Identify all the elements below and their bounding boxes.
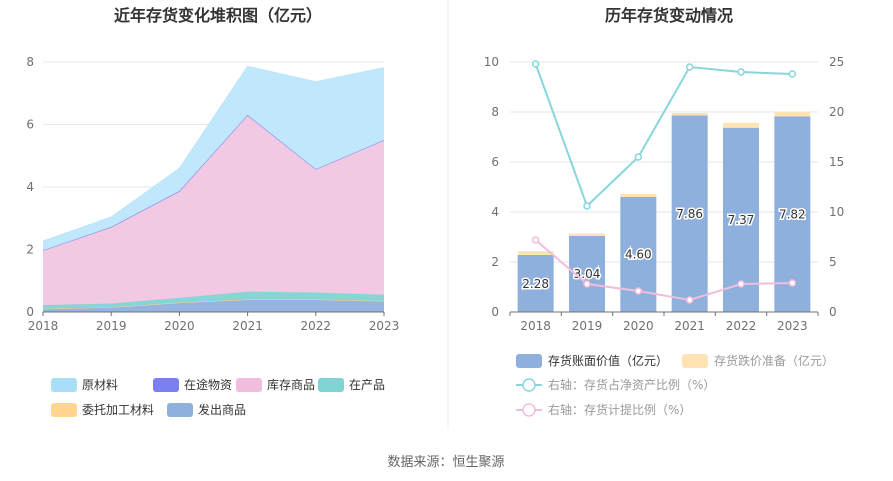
bar-value-label: 7.86	[676, 207, 703, 221]
right-legend-swatch	[516, 354, 542, 368]
area-edge-在产品	[42, 291, 385, 306]
left-legend-label: 在产品	[349, 378, 385, 392]
right-y-tick-label: 2	[491, 255, 499, 269]
right-y2-tick-label: 25	[829, 55, 844, 69]
right-x-tick-label: 2022	[726, 319, 757, 333]
left-legend-swatch	[318, 378, 344, 392]
right-y-tick-label: 4	[491, 205, 499, 219]
bar-value-label: 7.82	[779, 207, 806, 221]
left-legend-label: 发出商品	[198, 402, 246, 417]
area-库存商品	[43, 115, 384, 306]
area-edge-在途物资	[42, 114, 385, 251]
inventory-change-bar-line-chart: 历年存货变动情况 2.28 3.04 4.60 7.86 7.37 7.82 0 2 4 6 8 1…	[484, 6, 845, 417]
bar-impairment	[620, 194, 657, 197]
bar-impairment	[774, 111, 811, 117]
bar-book-value	[671, 115, 708, 312]
line-point	[788, 70, 797, 78]
right-x-tick-label: 2018	[520, 319, 551, 333]
area-发出商品	[43, 299, 384, 312]
right-y-tick-label: 0	[491, 305, 499, 319]
area-原材料	[43, 66, 384, 251]
left-x-tick-label: 2018	[28, 319, 59, 333]
bar-value-label: 2.28	[522, 277, 549, 291]
bar-impairment	[569, 233, 605, 236]
right-y-tick-label: 8	[491, 105, 499, 119]
line-point	[634, 153, 643, 161]
left-legend-label: 原材料	[82, 378, 118, 392]
right-bars: 2.28 3.04 4.60 7.86 7.37 7.82	[517, 111, 811, 312]
left-legend-swatch	[236, 378, 262, 392]
right-grid	[510, 61, 818, 263]
right-axes: 0 2 4 6 8 10 0 5 10 15 20 25 2018 2019 2020 2021 2022 202…	[484, 55, 845, 333]
line-provision-ratio	[535, 239, 793, 302]
right-x-tick-label: 2019	[572, 319, 603, 333]
left-legend-label: 委托加工材料	[82, 403, 154, 417]
right-legend-label: 存货跌价准备（亿元）	[714, 353, 834, 368]
bar-impairment	[671, 113, 708, 116]
right-lines	[531, 60, 797, 304]
line-point	[737, 280, 745, 288]
line-point	[788, 279, 797, 287]
left-x-tick-label: 2021	[232, 319, 263, 333]
bar-value-label: 7.37	[728, 213, 755, 227]
inventory-stacked-area-chart: 近年存货变化堆积图（亿元） 0 2 4 6 8 2018 2019 2020 2021 2022 2…	[26, 6, 399, 417]
bar-impairment	[723, 122, 759, 128]
right-x-tick-label: 2023	[777, 319, 808, 333]
left-legend-label: 在途物资	[184, 377, 232, 392]
left-x-tick-label: 2023	[369, 319, 400, 333]
right-legend-marker	[522, 378, 536, 392]
bar-book-value	[517, 255, 554, 312]
left-legend-swatch	[153, 378, 179, 392]
right-legend-swatch	[682, 354, 708, 368]
line-inventory-to-net-assets	[534, 63, 793, 208]
line-point	[685, 296, 694, 304]
left-areas	[42, 65, 385, 312]
right-legend: 存货账面价值（亿元） 存货跌价准备（亿元） 右轴：存货占净资产比例（%） 右轴：存货计…	[516, 353, 834, 417]
left-y-tick-label: 0	[26, 305, 34, 319]
right-y2-tick-label: 5	[829, 255, 837, 269]
left-y-tick-label: 8	[26, 55, 34, 69]
right-legend-label: 右轴：存货占净资产比例（%）	[548, 377, 715, 392]
area-在产品	[43, 291, 384, 309]
left-x-tick-label: 2020	[164, 319, 195, 333]
left-legend-label: 库存商品	[267, 377, 315, 392]
bar-impairment	[517, 251, 554, 255]
right-x-tick-label: 2021	[674, 319, 705, 333]
left-legend-swatch	[51, 378, 77, 392]
right-chart-title: 历年存货变动情况	[605, 6, 733, 25]
right-y-tick-label: 10	[484, 55, 499, 69]
right-y2-tick-label: 15	[829, 155, 844, 169]
line-point	[583, 280, 591, 288]
right-legend-label: 存货账面价值（亿元）	[548, 353, 668, 368]
bar-value-label: 3.04	[574, 267, 601, 281]
right-y2-tick-label: 10	[829, 205, 844, 219]
left-legend-swatch	[51, 403, 77, 417]
right-x-tick-label: 2020	[623, 319, 654, 333]
right-y2-tick-label: 0	[829, 305, 837, 319]
right-legend-label: 右轴：存货计提比例（%）	[548, 402, 691, 417]
left-legend-swatch	[167, 403, 193, 417]
right-legend-marker	[522, 403, 536, 417]
left-chart-title: 近年存货变化堆积图（亿元）	[114, 6, 322, 25]
data-source-note: 数据来源：恒生聚源	[387, 455, 504, 470]
right-y2-tick-label: 20	[829, 105, 844, 119]
line-point	[737, 68, 745, 76]
left-y-tick-label: 2	[26, 243, 34, 257]
left-y-tick-label: 6	[26, 118, 34, 132]
line-point	[634, 287, 643, 295]
line-point	[685, 63, 694, 71]
line-point	[583, 202, 591, 210]
left-axes: 0 2 4 6 8 2018 2019 2020 2021 2022 2023	[26, 55, 399, 333]
right-y-tick-label: 6	[491, 155, 499, 169]
bar-value-label: 4.60	[625, 248, 652, 262]
area-edge-原材料	[42, 65, 385, 242]
left-x-tick-label: 2019	[96, 319, 127, 333]
line-point	[531, 236, 540, 244]
left-y-tick-label: 4	[26, 180, 34, 194]
left-x-tick-label: 2022	[301, 319, 332, 333]
line-point	[531, 60, 540, 68]
